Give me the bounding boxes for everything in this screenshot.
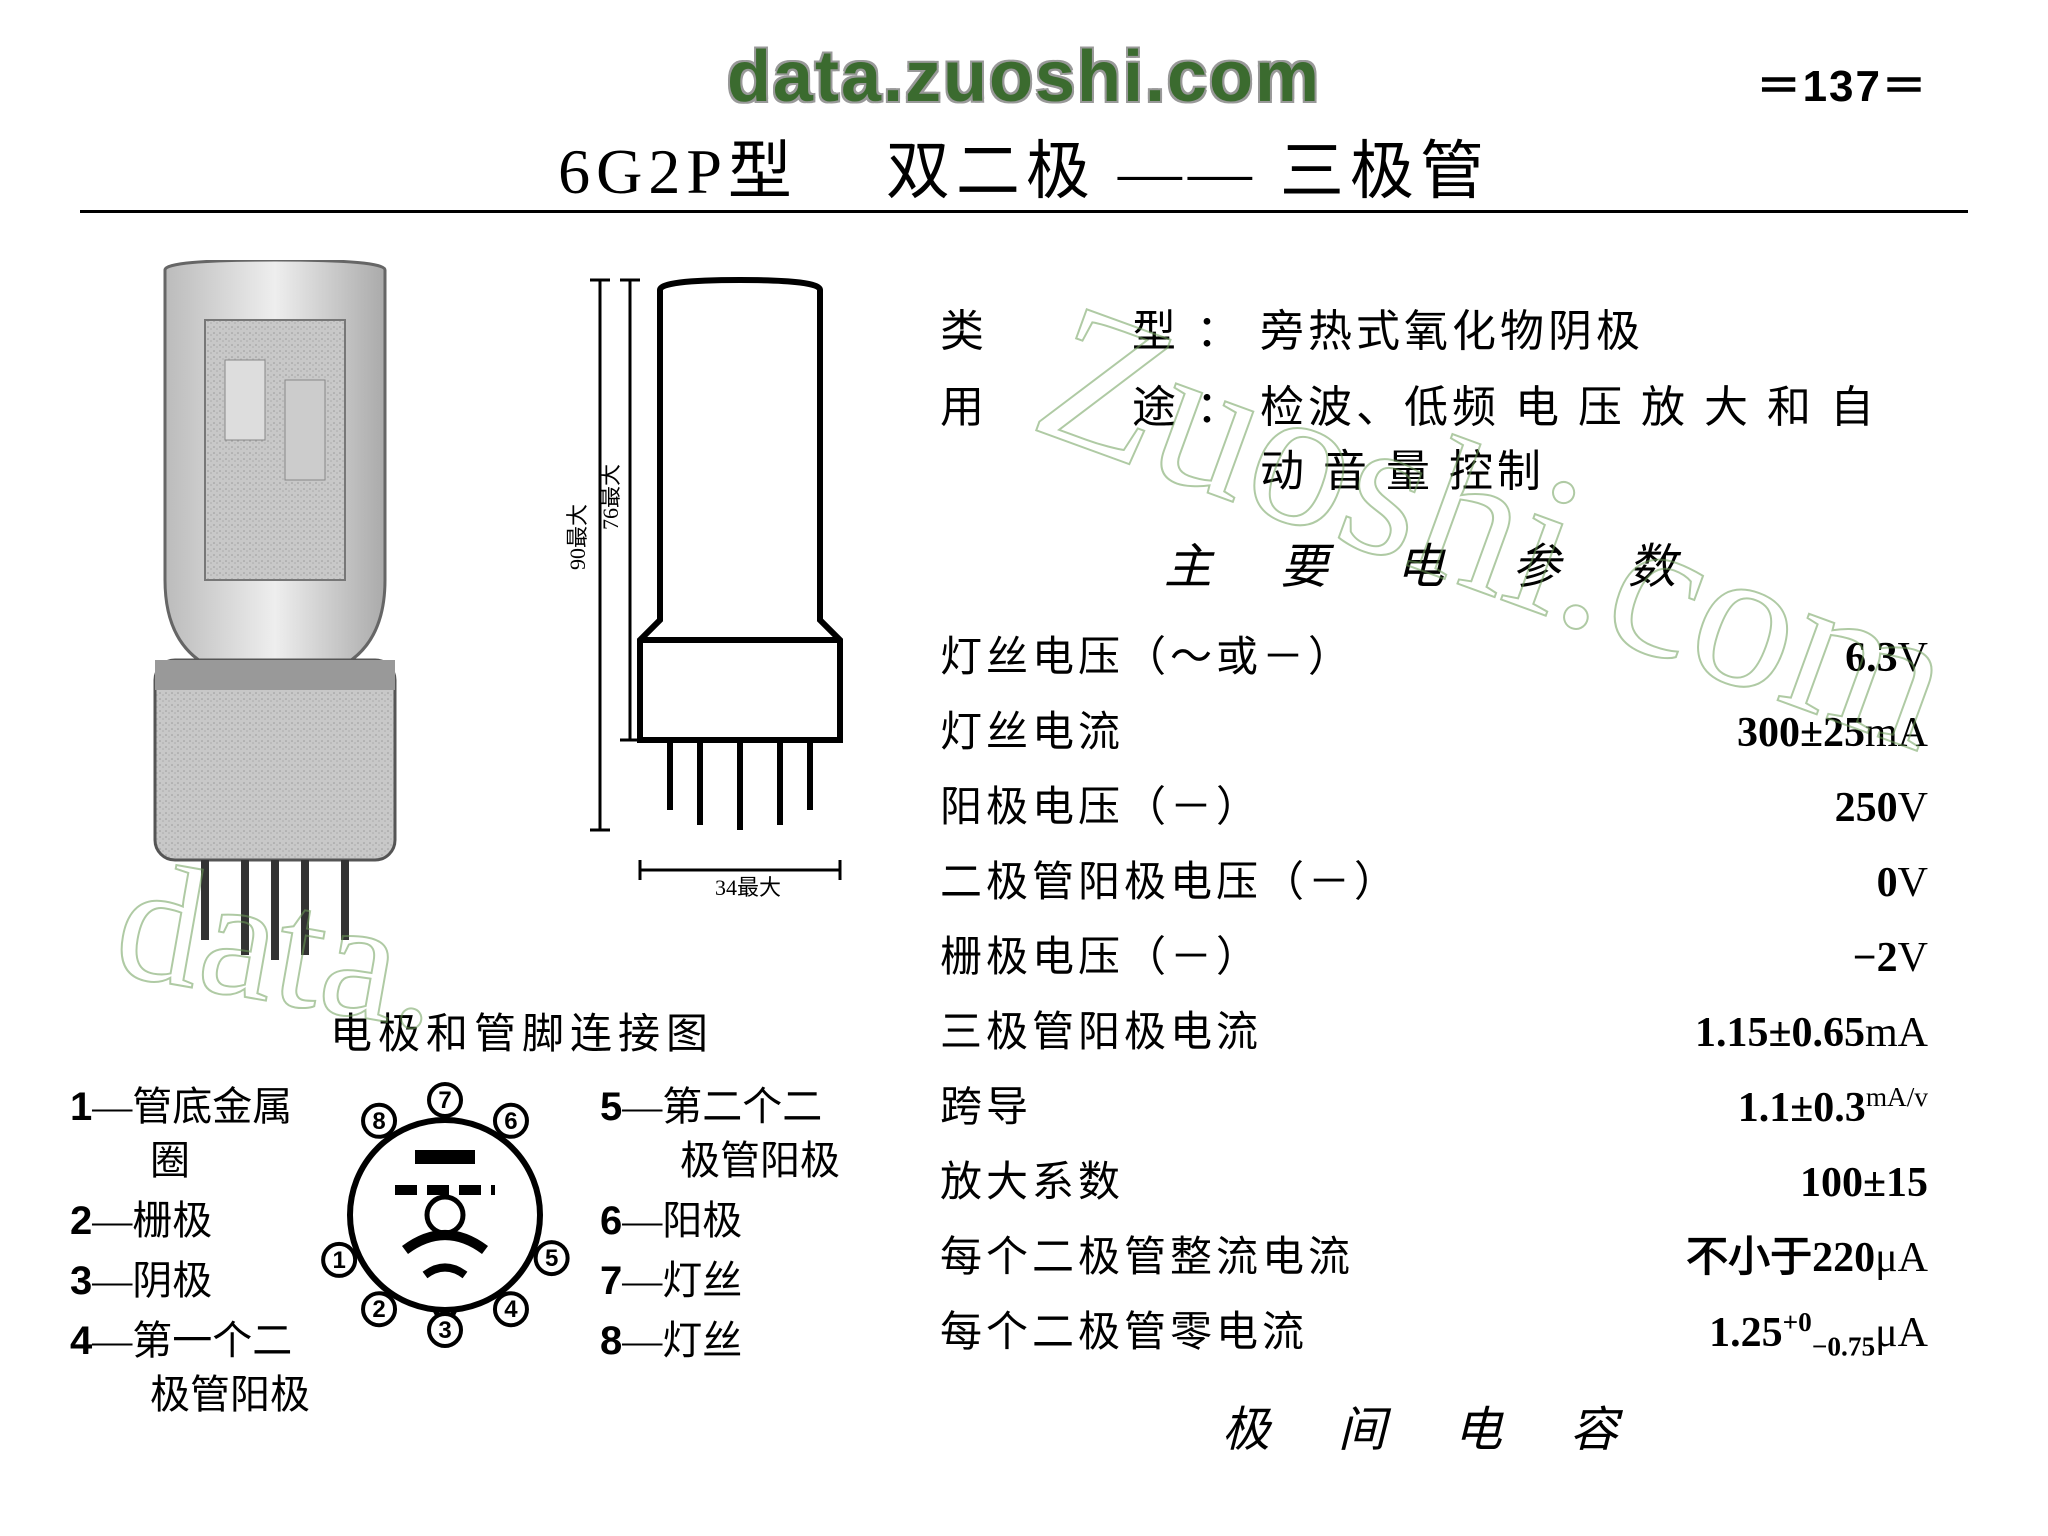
param-value: 1.1±0.3mA/v — [1738, 1082, 1928, 1132]
param-label: 三极管阳极电流 — [940, 998, 1262, 1059]
param-row: 每个二极管零电流 1.25+0−0.75μA — [940, 1298, 1928, 1362]
param-row: 栅极电压（－） −2V — [940, 923, 1928, 984]
dim-height-total: 90最大 — [565, 504, 590, 570]
dim-width: 34最大 — [715, 875, 781, 900]
pin-legend-item: 4—第一个二 极管阳极 — [70, 1314, 310, 1422]
param-value: 300±25mA — [1737, 709, 1928, 757]
model-suffix: 型 — [728, 136, 798, 207]
param-row: 放大系数 100±15 — [940, 1148, 1928, 1209]
page-number: ＝137＝ — [1757, 50, 1928, 114]
param-label: 每个二极管零电流 — [940, 1298, 1308, 1359]
svg-text:3: 3 — [438, 1317, 451, 1344]
tube-outline-drawing: 90最大 76最大 34最大 — [540, 270, 910, 990]
usage-row: 用 途： 检波、低频 电 压 放 大 和 自 动 音 量 控制 — [940, 371, 1928, 499]
param-value: 不小于220μA — [1686, 1223, 1928, 1284]
pin-legend-item: 2—栅极 — [70, 1194, 310, 1248]
param-value: 250V — [1835, 784, 1928, 832]
param-label: 灯丝电流 — [940, 698, 1124, 759]
param-row: 跨导 1.1±0.3mA/v — [940, 1073, 1928, 1134]
pin-legend-left: 1—管底金属 圈 2—栅极 3—阴极 4—第一个二 极管阳极 — [70, 1080, 310, 1428]
svg-text:4: 4 — [504, 1296, 518, 1323]
pin-legend-item: 5—第二个二 极管阳极 — [600, 1080, 900, 1188]
param-row: 二极管阳极电压（－） 0V — [940, 848, 1928, 909]
param-label: 跨导 — [940, 1073, 1032, 1134]
tube-name: 双二极 —— 三极管 — [886, 136, 1490, 207]
param-label: 栅极电压（－） — [940, 923, 1262, 984]
usage-value: 检波、低频 电 压 放 大 和 自 动 音 量 控制 — [1260, 371, 1928, 499]
param-label: 灯丝电压（～或－） — [940, 623, 1354, 684]
svg-text:6: 6 — [504, 1108, 517, 1135]
param-label: 放大系数 — [940, 1148, 1124, 1209]
param-value: 100±15 — [1800, 1159, 1928, 1207]
page-title: 6G2P型 双二极 —— 三极管 — [0, 120, 2048, 212]
section-capacitance: 极 间 电 容 — [940, 1390, 1928, 1460]
svg-text:8: 8 — [372, 1108, 385, 1135]
title-underline — [80, 210, 1968, 213]
pin-legend-item: 6—阳极 — [600, 1194, 900, 1248]
model-number: 6G2P — [558, 136, 728, 207]
param-row: 阳极电压（－） 250V — [940, 773, 1928, 834]
pin-legend-item: 7—灯丝 — [600, 1254, 900, 1308]
dim-height-bulb: 76最大 — [598, 464, 623, 530]
param-label: 每个二极管整流电流 — [940, 1223, 1354, 1284]
tube-photo — [105, 260, 445, 970]
usage-label: 用 途： — [940, 371, 1260, 499]
param-value: 6.3V — [1845, 634, 1928, 682]
pin-legend-right: 5—第二个二 极管阳极 6—阳极 7—灯丝 8—灯丝 — [600, 1080, 900, 1374]
param-value: 1.25+0−0.75μA — [1709, 1307, 1928, 1362]
type-row: 类 型： 旁热式氧化物阴极 — [940, 295, 1928, 359]
param-label: 阳极电压（－） — [940, 773, 1262, 834]
pin-diagram-title: 电极和管脚连接图 — [330, 1000, 714, 1061]
svg-text:5: 5 — [545, 1245, 558, 1272]
pin-legend-item: 8—灯丝 — [600, 1314, 900, 1368]
pin-diagram: 12 3 45 6 7 8 — [310, 1080, 580, 1350]
section-main-params: 主 要 电 参 数 — [940, 527, 1928, 597]
param-row: 三极管阳极电流 1.15±0.65mA — [940, 998, 1928, 1059]
param-row: 每个二极管整流电流 不小于220μA — [940, 1223, 1928, 1284]
type-value: 旁热式氧化物阴极 — [1260, 295, 1928, 359]
param-value: 1.15±0.65mA — [1695, 1009, 1928, 1057]
pin-legend-item: 1—管底金属 圈 — [70, 1080, 310, 1188]
param-value: 0V — [1877, 859, 1928, 907]
svg-text:1: 1 — [332, 1247, 345, 1274]
pin-legend-item: 3—阴极 — [70, 1254, 310, 1308]
param-row: 灯丝电流 300±25mA — [940, 698, 1928, 759]
type-label: 类 型： — [940, 295, 1260, 359]
watermark-top: data.zuoshi.com — [727, 36, 1321, 118]
svg-text:2: 2 — [372, 1296, 385, 1323]
param-value: −2V — [1853, 934, 1928, 982]
param-label: 二极管阳极电压（－） — [940, 848, 1400, 909]
svg-text:7: 7 — [438, 1087, 451, 1114]
data-column: 类 型： 旁热式氧化物阴极 用 途： 检波、低频 电 压 放 大 和 自 动 音… — [940, 295, 1928, 1486]
param-row: 灯丝电压（～或－） 6.3V — [940, 623, 1928, 684]
